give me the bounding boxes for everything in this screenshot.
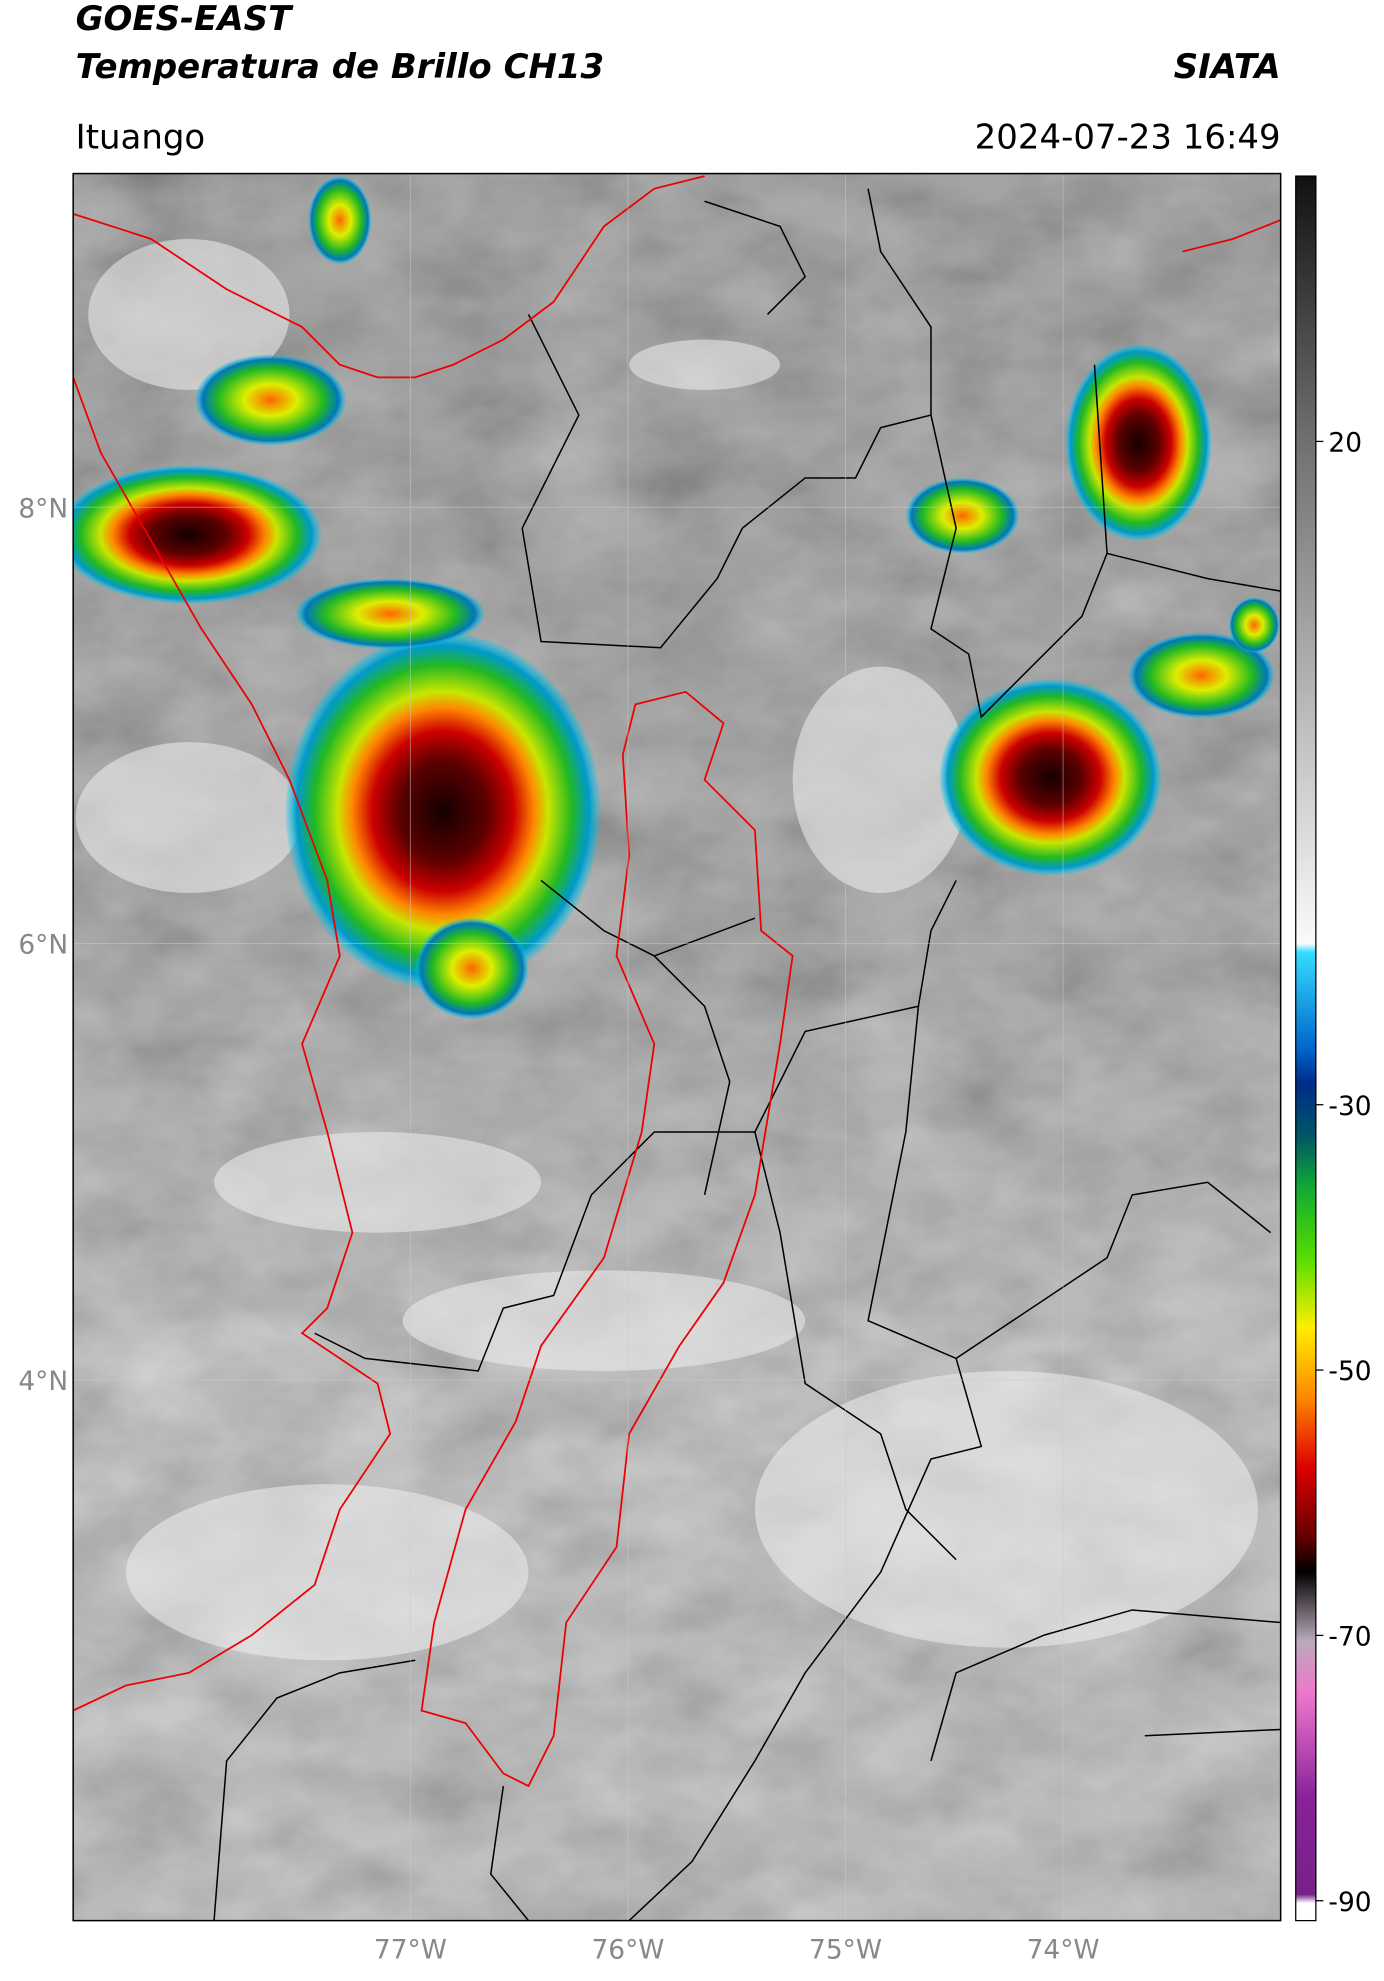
colorbar-tick-label: -90: [1328, 1887, 1371, 1918]
subtitle: Temperatura de Brillo CH13: [76, 47, 604, 87]
lat-tick-label: 8°N: [18, 493, 68, 524]
colorbar-ticks: 20 -30 -50 -70 -90: [1315, 427, 1372, 1918]
colorbar: [1295, 175, 1317, 1922]
colorbar-tick-label: -70: [1328, 1621, 1371, 1652]
colorbar-tick-label: -30: [1328, 1091, 1371, 1122]
lon-tick-label: 75°W: [809, 1934, 882, 1965]
datetime: 2024-07-23 16:49: [975, 117, 1281, 157]
lon-tick-label: 77°W: [374, 1934, 447, 1965]
lat-tick-label: 6°N: [18, 930, 68, 961]
colorbar-tick-label: -50: [1328, 1356, 1371, 1387]
clouds: [75, 238, 1258, 1661]
organization: SIATA: [1174, 47, 1281, 87]
coastline-and-region: [73, 175, 1281, 1788]
lat-tick-label: 4°N: [18, 1366, 68, 1397]
title: GOES-EAST: [76, 0, 294, 39]
location: Ituango: [76, 117, 206, 157]
graticule: [73, 173, 1281, 1921]
colorbar-tick-label: 20: [1328, 427, 1362, 458]
lon-tick-label: 74°W: [1027, 1934, 1100, 1965]
map-frame: [72, 172, 1282, 1922]
map: [73, 173, 1281, 1921]
lon-tick-label: 76°W: [591, 1934, 664, 1965]
axis-labels: 77°W 76°W 75°W 74°W 8°N 6°N 4°N: [18, 493, 1099, 1965]
borders: [213, 188, 1281, 1921]
